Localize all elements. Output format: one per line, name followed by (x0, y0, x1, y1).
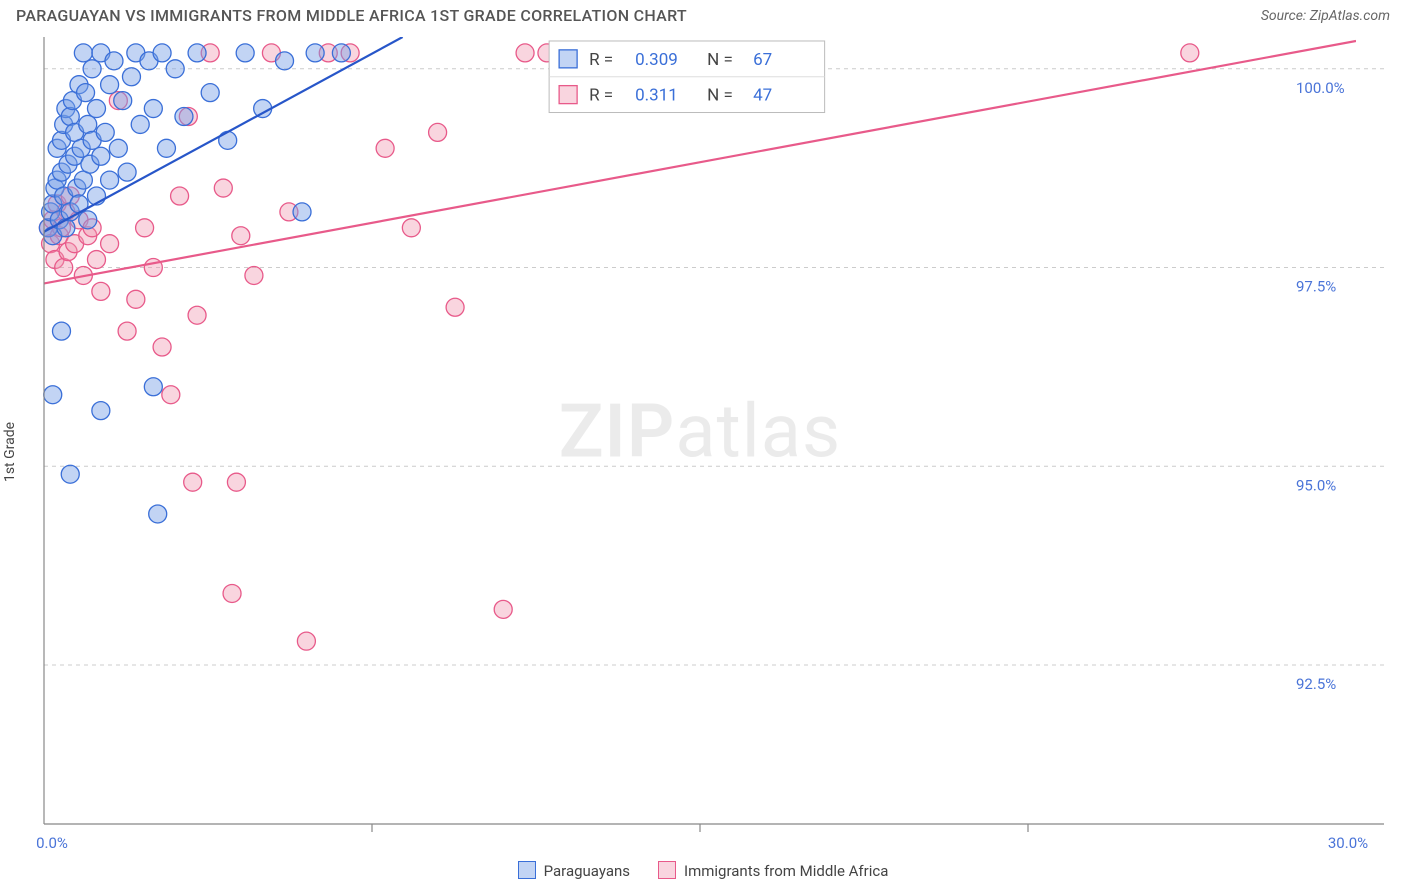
legend-label-1: Immigrants from Middle Africa (684, 862, 888, 880)
y-axis-label: 1st Grade (2, 422, 18, 482)
chart-container: 1st Grade 92.5% 95.0% 97.5% 100.0% ZIPatlas 0… (0, 29, 1406, 859)
chart-title: PARAGUAYAN VS IMMIGRANTS FROM MIDDLE AFR… (16, 6, 687, 25)
svg-text:92.5%: 92.5% (1296, 675, 1336, 693)
svg-text:0.309: 0.309 (635, 50, 678, 70)
scatter-chart: 92.5% 95.0% 97.5% 100.0% ZIPatlas 0.0% 30.0% R … (0, 29, 1406, 859)
legend-label-0: Paraguayans (544, 862, 630, 880)
svg-text:N =: N = (707, 86, 733, 106)
legend-swatch-blue (518, 861, 536, 879)
svg-text:95.0%: 95.0% (1296, 476, 1336, 494)
source-prefix: Source: (1261, 8, 1310, 24)
svg-text:47: 47 (753, 86, 772, 106)
svg-text:R =: R = (589, 50, 613, 70)
legend-item-middle-africa: Immigrants from Middle Africa (658, 861, 888, 880)
svg-text:0.0%: 0.0% (36, 834, 68, 852)
svg-text:R =: R = (589, 86, 613, 106)
svg-text:0.311: 0.311 (635, 86, 678, 106)
svg-text:100.0%: 100.0% (1296, 79, 1345, 97)
chart-source: Source: ZipAtlas.com (1261, 8, 1390, 24)
legend-bottom: Paraguayans Immigrants from Middle Afric… (0, 859, 1406, 880)
legend-swatch-pink (658, 861, 676, 879)
svg-text:67: 67 (753, 50, 772, 70)
svg-text:N =: N = (707, 50, 733, 70)
chart-header: PARAGUAYAN VS IMMIGRANTS FROM MIDDLE AFR… (0, 0, 1406, 29)
svg-text:97.5%: 97.5% (1296, 278, 1336, 296)
svg-text:30.0%: 30.0% (1328, 834, 1368, 852)
legend-item-paraguayans: Paraguayans (518, 861, 630, 880)
source-name: ZipAtlas.com (1310, 8, 1390, 24)
svg-text:ZIPatlas: ZIPatlas (559, 389, 841, 476)
